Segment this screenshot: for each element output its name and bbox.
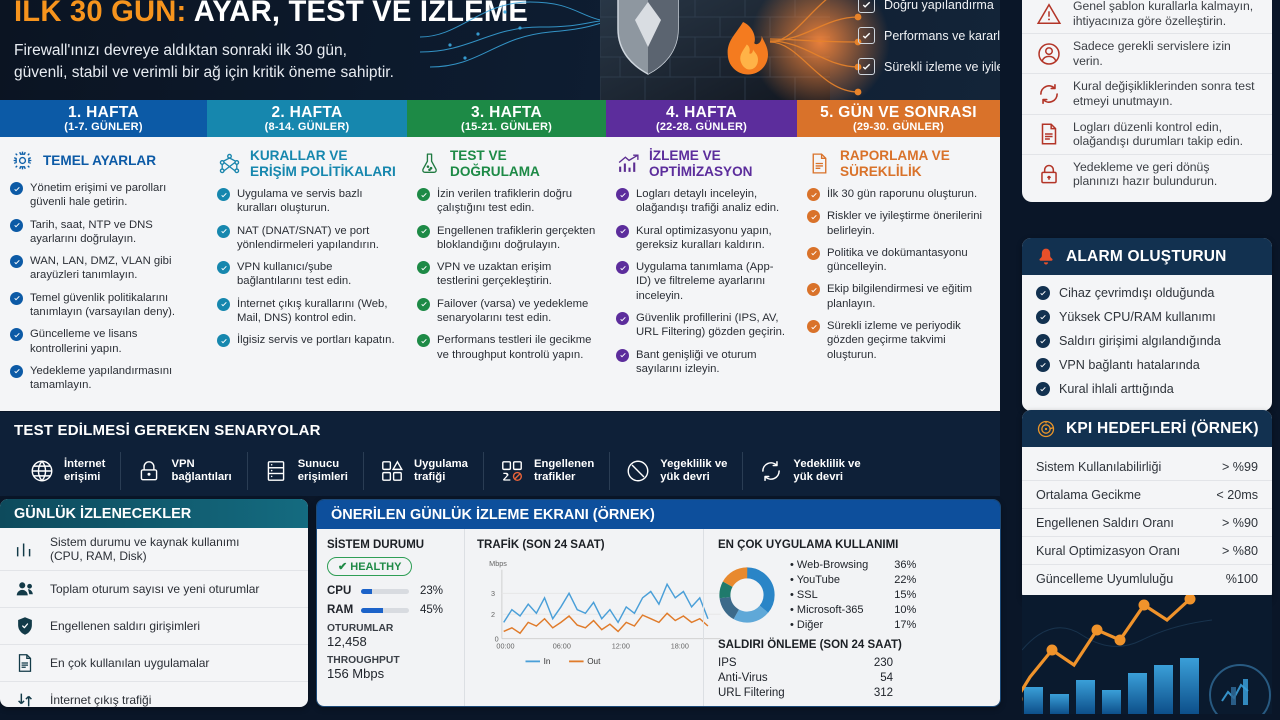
svg-text:3: 3: [491, 589, 495, 598]
svg-text:Mbps: Mbps: [489, 559, 507, 568]
svg-text:00:00: 00:00: [496, 642, 514, 651]
svg-text:18:00: 18:00: [671, 642, 689, 651]
svg-text:06:00: 06:00: [553, 642, 571, 651]
svg-text:12:00: 12:00: [612, 642, 630, 651]
svg-text:In: In: [544, 657, 551, 666]
svg-text:Out: Out: [587, 657, 601, 666]
svg-text:2: 2: [491, 610, 495, 619]
